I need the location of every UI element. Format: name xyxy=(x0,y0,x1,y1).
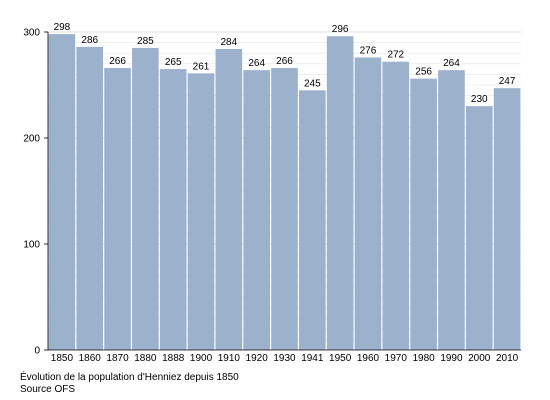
y-tick-label-300: 300 xyxy=(23,28,40,39)
value-label-1990: 264 xyxy=(443,58,460,69)
axes: 1850 1860 1870 1880 1888 1900 1910 1920 1930 1941… xyxy=(23,28,521,364)
value-label-1920: 264 xyxy=(248,58,265,69)
bars xyxy=(48,34,521,351)
bar-1900 xyxy=(187,73,215,350)
bar-1880 xyxy=(132,47,159,351)
bar-1970 xyxy=(382,61,410,351)
value-label-1888: 265 xyxy=(165,57,182,68)
value-label-1860: 286 xyxy=(81,35,98,46)
bar-1860 xyxy=(76,46,104,351)
bar-1990 xyxy=(438,70,465,350)
x-tick-label-1930: 1930 xyxy=(273,353,296,364)
chart-caption: Évolution de la population d'Henniez dep… xyxy=(20,372,239,383)
x-tick-label-1920: 1920 xyxy=(246,353,269,364)
x-tick-label-1860: 1860 xyxy=(79,353,102,364)
x-tick-label-1880: 1880 xyxy=(134,353,157,364)
value-labels: 298 286 266 285 265 261 284 264 266 245 296 276 272 2… xyxy=(54,22,516,105)
bar-2000 xyxy=(465,106,493,350)
bar-2010 xyxy=(493,88,521,351)
bar-1870 xyxy=(104,68,131,350)
x-tick-label-1888: 1888 xyxy=(162,353,185,364)
y-tick-label-100: 100 xyxy=(23,240,40,251)
x-tick-label-1970: 1970 xyxy=(385,353,408,364)
bar-1980 xyxy=(410,78,437,350)
y-tick-label-0: 0 xyxy=(34,346,40,357)
x-tick-label-1941: 1941 xyxy=(301,353,324,364)
value-label-1960: 276 xyxy=(360,45,377,56)
value-label-1930: 266 xyxy=(276,56,293,67)
x-tick-label-1900: 1900 xyxy=(190,353,213,364)
x-tick-label-2000: 2000 xyxy=(468,353,491,364)
value-label-1880: 285 xyxy=(137,36,154,47)
x-tick-label-1980: 1980 xyxy=(412,353,435,364)
bar-1941 xyxy=(299,90,326,351)
value-label-1910: 284 xyxy=(221,37,238,48)
x-tick-label-1950: 1950 xyxy=(329,353,352,364)
x-tick-label-1990: 1990 xyxy=(440,353,463,364)
bar-1888 xyxy=(159,69,187,350)
value-label-2010: 247 xyxy=(499,76,516,87)
bar-1930 xyxy=(271,68,298,350)
bar-1850 xyxy=(48,34,76,351)
x-tick-label-1850: 1850 xyxy=(51,353,74,364)
value-label-2000: 230 xyxy=(471,94,488,105)
value-label-1950: 296 xyxy=(332,24,349,35)
bar-1950 xyxy=(326,36,354,351)
bar-1920 xyxy=(243,70,270,350)
bar-1960 xyxy=(354,57,382,350)
bar-1910 xyxy=(215,48,243,351)
value-label-1980: 256 xyxy=(415,67,432,78)
y-tick-label-200: 200 xyxy=(23,134,40,145)
chart-source: Source OFS xyxy=(20,384,76,395)
x-tick-label-2010: 2010 xyxy=(496,353,519,364)
value-label-1870: 266 xyxy=(109,56,126,67)
value-label-1941: 245 xyxy=(304,78,321,89)
x-tick-label-1960: 1960 xyxy=(357,353,380,364)
x-tick-label-1910: 1910 xyxy=(218,353,241,364)
value-label-1850: 298 xyxy=(54,22,71,33)
x-tick-label-1870: 1870 xyxy=(106,353,129,364)
value-label-1970: 272 xyxy=(387,50,404,61)
value-label-1900: 261 xyxy=(193,61,210,72)
